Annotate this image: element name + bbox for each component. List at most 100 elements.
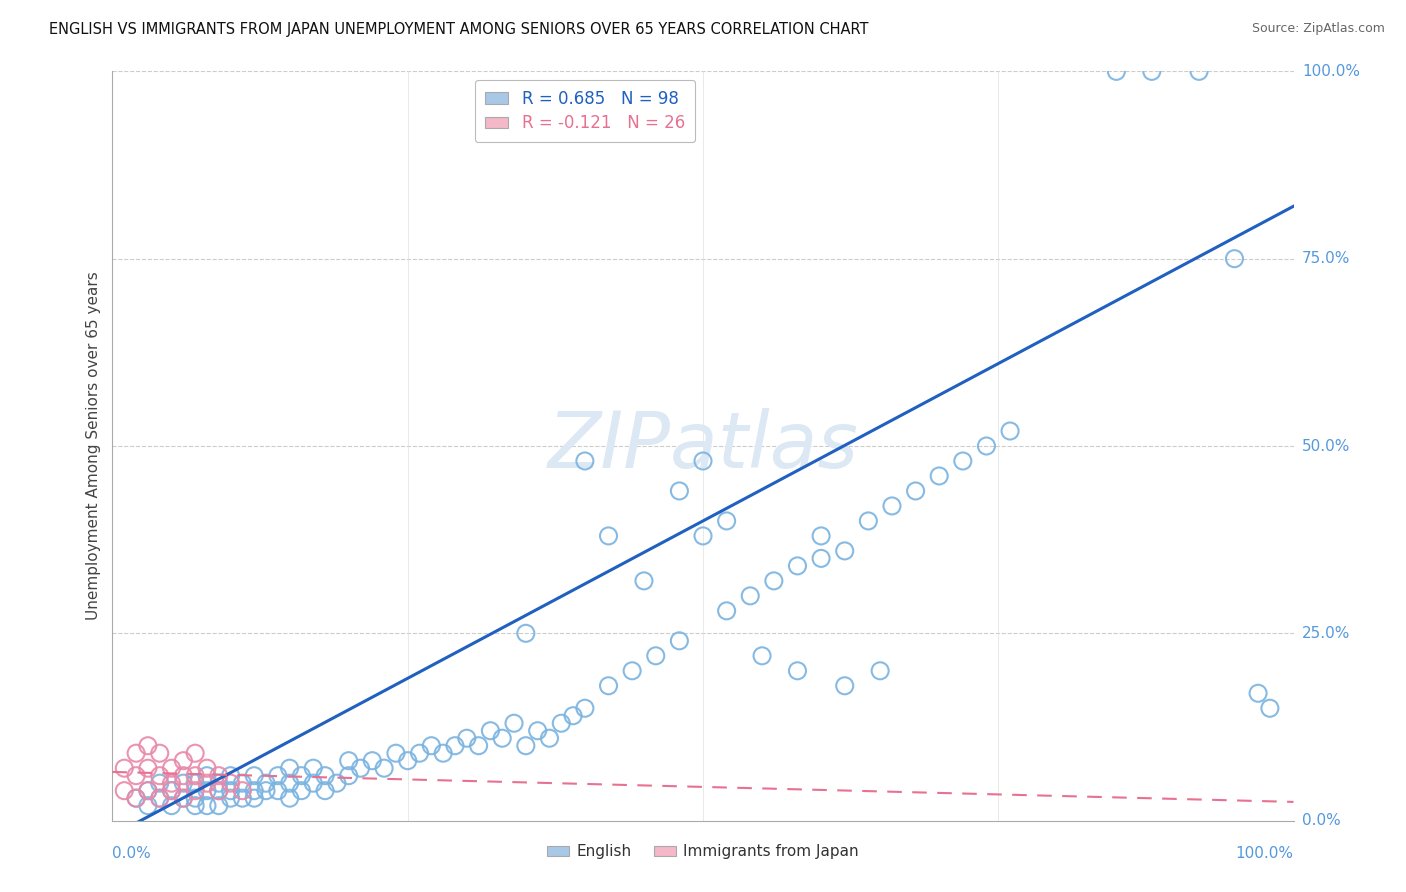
- Point: [149, 746, 172, 760]
- Point: [267, 783, 290, 797]
- Text: 75.0%: 75.0%: [1302, 252, 1350, 266]
- Point: [621, 664, 644, 678]
- Point: [444, 739, 467, 753]
- Point: [668, 483, 690, 498]
- Point: [396, 754, 419, 768]
- Point: [538, 731, 561, 746]
- Point: [172, 791, 194, 805]
- Point: [172, 791, 194, 805]
- Point: [136, 761, 159, 775]
- Point: [515, 626, 537, 640]
- Point: [149, 776, 172, 790]
- Point: [125, 746, 148, 760]
- Point: [243, 769, 266, 783]
- Point: [373, 761, 395, 775]
- Point: [231, 791, 253, 805]
- Point: [644, 648, 666, 663]
- Point: [160, 798, 183, 813]
- Point: [184, 746, 207, 760]
- Point: [172, 769, 194, 783]
- Text: 0.0%: 0.0%: [112, 846, 152, 861]
- Point: [503, 716, 526, 731]
- Point: [112, 761, 135, 775]
- Legend: English, Immigrants from Japan: English, Immigrants from Japan: [541, 838, 865, 865]
- Point: [515, 739, 537, 753]
- Point: [184, 783, 207, 797]
- Point: [184, 798, 207, 813]
- Point: [195, 783, 218, 797]
- Point: [184, 769, 207, 783]
- Point: [574, 701, 596, 715]
- Point: [195, 769, 218, 783]
- Point: [231, 783, 253, 797]
- Y-axis label: Unemployment Among Seniors over 65 years: Unemployment Among Seniors over 65 years: [86, 272, 101, 620]
- Text: ZIPatlas: ZIPatlas: [547, 408, 859, 484]
- Text: ENGLISH VS IMMIGRANTS FROM JAPAN UNEMPLOYMENT AMONG SENIORS OVER 65 YEARS CORREL: ENGLISH VS IMMIGRANTS FROM JAPAN UNEMPLO…: [49, 22, 869, 37]
- Point: [290, 769, 312, 783]
- Point: [219, 783, 242, 797]
- Point: [928, 469, 950, 483]
- Point: [125, 769, 148, 783]
- Point: [208, 783, 231, 797]
- Point: [243, 791, 266, 805]
- Point: [278, 776, 301, 790]
- Point: [349, 761, 371, 775]
- Point: [904, 483, 927, 498]
- Point: [998, 424, 1021, 438]
- Point: [290, 783, 312, 797]
- Text: 100.0%: 100.0%: [1236, 846, 1294, 861]
- Point: [149, 791, 172, 805]
- Point: [160, 783, 183, 797]
- Point: [219, 791, 242, 805]
- Point: [254, 783, 277, 797]
- Point: [1223, 252, 1246, 266]
- Point: [598, 529, 620, 543]
- Point: [432, 746, 454, 760]
- Point: [858, 514, 880, 528]
- Point: [976, 439, 998, 453]
- Point: [1105, 64, 1128, 78]
- Point: [598, 679, 620, 693]
- Point: [172, 754, 194, 768]
- Point: [136, 783, 159, 797]
- Point: [314, 783, 336, 797]
- Point: [136, 783, 159, 797]
- Point: [314, 769, 336, 783]
- Point: [136, 798, 159, 813]
- Point: [195, 761, 218, 775]
- Point: [208, 783, 231, 797]
- Point: [208, 798, 231, 813]
- Point: [160, 783, 183, 797]
- Point: [172, 776, 194, 790]
- Point: [254, 776, 277, 790]
- Text: 0.0%: 0.0%: [1302, 814, 1340, 828]
- Point: [786, 558, 808, 573]
- Point: [361, 754, 384, 768]
- Point: [740, 589, 762, 603]
- Text: Source: ZipAtlas.com: Source: ZipAtlas.com: [1251, 22, 1385, 36]
- Point: [278, 791, 301, 805]
- Point: [716, 604, 738, 618]
- Point: [751, 648, 773, 663]
- Text: 50.0%: 50.0%: [1302, 439, 1350, 453]
- Point: [195, 776, 218, 790]
- Point: [880, 499, 903, 513]
- Point: [1258, 701, 1281, 715]
- Point: [1188, 64, 1211, 78]
- Text: 25.0%: 25.0%: [1302, 626, 1350, 640]
- Point: [668, 633, 690, 648]
- Point: [219, 769, 242, 783]
- Point: [231, 776, 253, 790]
- Point: [786, 664, 808, 678]
- Point: [479, 723, 502, 738]
- Point: [125, 791, 148, 805]
- Text: 100.0%: 100.0%: [1302, 64, 1360, 78]
- Point: [633, 574, 655, 588]
- Point: [219, 776, 242, 790]
- Point: [810, 551, 832, 566]
- Point: [184, 791, 207, 805]
- Point: [467, 739, 489, 753]
- Point: [278, 761, 301, 775]
- Point: [208, 776, 231, 790]
- Point: [337, 754, 360, 768]
